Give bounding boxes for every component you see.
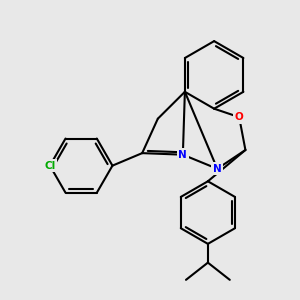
Text: N: N (178, 150, 187, 160)
Text: Cl: Cl (44, 160, 56, 171)
Text: N: N (213, 164, 222, 174)
Text: O: O (235, 112, 244, 122)
